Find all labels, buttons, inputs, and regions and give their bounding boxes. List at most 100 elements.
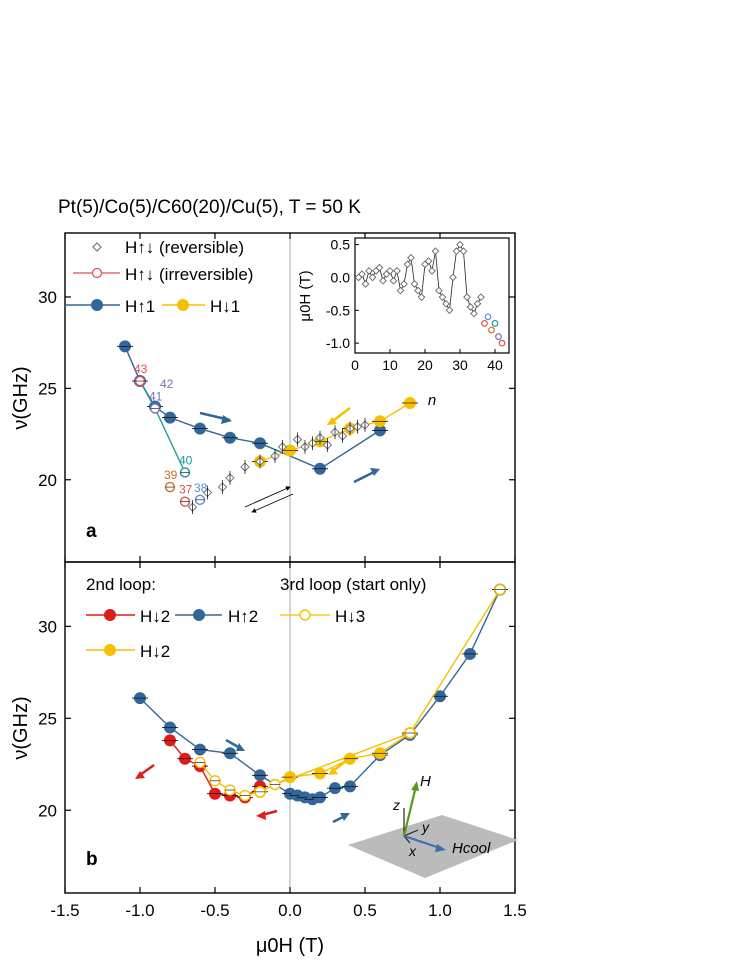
legend-a-label-reversible: H↑↓ (reversible) — [125, 238, 244, 257]
inset-point-21 — [428, 267, 436, 275]
legend-b-label-hdown2-yellow: H↓2 — [140, 642, 170, 661]
h-vector — [402, 785, 418, 837]
legend-b-item-hdown2-red: H↓2 — [86, 607, 170, 626]
inset-point-34 — [473, 299, 482, 308]
inset-xtick-label-4: 40 — [487, 357, 503, 373]
x-axis-label: μ0H (T) — [256, 935, 324, 957]
x-tick-label-3: 0.0 — [278, 901, 302, 920]
inset-point-16 — [410, 280, 419, 288]
legend-a-item-irreversible: H↑↓ (irreversible) — [73, 265, 253, 284]
panel-a-ylabel: ν(GHz) — [10, 366, 32, 429]
legend-a-item-hup1: H↑1 — [65, 297, 155, 316]
legend-b-item-hdown2-yellow: H↓2 — [86, 642, 170, 661]
legend-b-heading-right: 3rd loop (start only) — [280, 575, 426, 594]
inset-point-12 — [396, 286, 405, 295]
legend-a-item-reversible: H↑↓ (reversible) — [92, 238, 244, 257]
legend-b-label-hdown3: H↓3 — [335, 607, 365, 626]
x-tick-label-5: 1.0 — [428, 901, 452, 920]
panel-b-plot: 20 25 30 -1.5 -1.0 -0.5 0.0 0.5 1.0 1.5 — [38, 562, 527, 920]
inset-point-32 — [466, 303, 475, 311]
arrow-a-2 — [353, 469, 377, 484]
legend-a-item-hdown1: H↓1 — [162, 297, 240, 316]
diagram-label-x: x — [408, 843, 417, 859]
geometry-diagram: z H y x Hcool — [348, 773, 518, 878]
inset-xtick-label-1: 10 — [382, 357, 398, 373]
inset-ytick-label-2: -0.5 — [326, 302, 350, 318]
panel-b-ytick-label-0: 20 — [38, 801, 57, 820]
inset-point-22 — [431, 247, 440, 255]
inset-point-23 — [435, 286, 443, 295]
diagram-label-hcool: Hcool — [452, 840, 491, 857]
inset-point-13 — [400, 280, 408, 288]
legend-b-item-hup2: H↑2 — [175, 607, 258, 626]
inset-point-25 — [442, 299, 450, 308]
inset-xtick-label-3: 30 — [452, 357, 468, 373]
inset-point-14 — [403, 260, 412, 269]
arrow-a-black-1 — [244, 486, 291, 508]
inset-point-28 — [452, 247, 461, 255]
inset-point-31 — [463, 293, 471, 301]
inset-point-1 — [358, 270, 366, 278]
inset-point-9 — [386, 267, 394, 275]
inset-point-33 — [470, 309, 478, 318]
legend-b-label-hdown2-red: H↓2 — [140, 607, 170, 626]
panel-b-ytick-label-2: 30 — [38, 617, 57, 636]
inset-point-35 — [477, 293, 485, 301]
panel-a-series-3-label-2: 40 — [179, 453, 193, 467]
panel-a-ytick-label-0: 20 — [38, 471, 57, 490]
inset-point-18 — [417, 293, 426, 301]
diagram-label-h: H — [420, 773, 431, 790]
inset-ylabel: μ0H (T) — [297, 270, 314, 321]
panel-b-arrows — [135, 738, 350, 824]
inset-point-15 — [407, 253, 415, 262]
panel-a-series-3-label-3: 39 — [164, 468, 178, 482]
inset-xtick-label-2: 20 — [417, 357, 433, 373]
x-tick-label-2: -0.5 — [200, 901, 229, 920]
hcool-vector — [403, 835, 441, 849]
diagram-label-y: y — [421, 819, 430, 835]
inset-irr-point-2 — [488, 326, 495, 334]
legend-a-label-hdown1: H↓1 — [210, 297, 240, 316]
panel-a-label: a — [86, 521, 97, 542]
panel-b-ytick-label-1: 25 — [38, 709, 57, 728]
inset-point-17 — [414, 286, 422, 295]
inset-point-11 — [393, 267, 401, 275]
panel-a-ytick-label-2: 30 — [38, 288, 57, 307]
panel-b-label: b — [86, 849, 98, 870]
panel-a-arrows — [199, 407, 380, 513]
x-tick-label-6: 1.5 — [503, 901, 527, 920]
inset-point-20 — [424, 257, 433, 265]
panel-a-ytick-label-1: 25 — [38, 379, 57, 398]
legend-a-label-hup1: H↑1 — [125, 297, 155, 316]
inset-point-2 — [361, 280, 370, 288]
panel-a-series-3-label-4: 38 — [194, 481, 208, 495]
chart-title: Pt(5)/Co(5)/C60(20)/Cu(5), T = 50 K — [58, 197, 361, 218]
legend-b-item-hdown3: H↓3 — [280, 607, 365, 626]
inset-xlabel: n — [428, 392, 436, 409]
inset-plot: 0.5 0.0 -0.5 -1.00 10 20 30 40 — [326, 237, 506, 373]
inset-ytick-label-0: 0.5 — [331, 237, 351, 253]
legend-a-label-irreversible: H↑↓ (irreversible) — [125, 265, 253, 284]
panel-a-series-3-label-5: 37 — [179, 483, 193, 497]
inset-point-24 — [438, 293, 447, 301]
inset-point-10 — [389, 276, 398, 285]
legend-b-heading-left: 2nd loop: — [86, 575, 156, 594]
inset-irr-point-0 — [481, 320, 488, 327]
panel-a-series-3-label-0: 43 — [134, 362, 148, 376]
inset-point-26 — [445, 306, 454, 315]
panel-b-ylabel: ν(GHz) — [10, 696, 32, 759]
arrow-b-4 — [139, 763, 155, 777]
arrow-a-black-2 — [251, 493, 294, 513]
inset-irr-point-3 — [491, 320, 499, 327]
inset-point-6 — [375, 263, 384, 272]
inset-point-30 — [459, 247, 468, 255]
inset-point-27 — [449, 273, 457, 282]
diagram-label-z: z — [392, 797, 400, 813]
legend-b: 2nd loop: 3rd loop (start only) H↓2 H↑2 … — [86, 575, 426, 661]
inset-point-7 — [379, 276, 387, 285]
inset-point-3 — [365, 267, 373, 275]
arrow-b-3 — [332, 760, 347, 772]
x-tick-label-0: -1.5 — [50, 901, 79, 920]
